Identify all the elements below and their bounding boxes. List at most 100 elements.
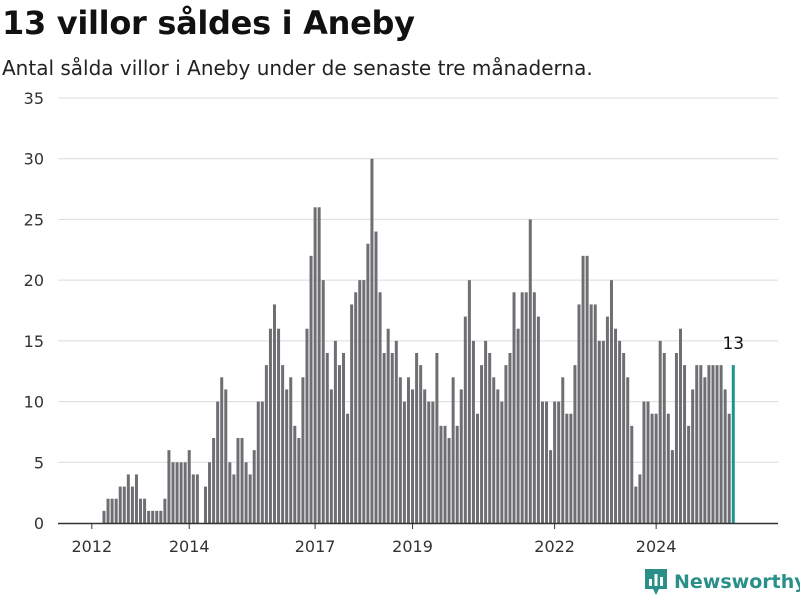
bar: [122, 486, 126, 523]
newsworthy-logo-icon: [645, 569, 667, 595]
bar: [674, 353, 678, 523]
bar: [419, 365, 423, 523]
bar: [536, 316, 540, 523]
y-tick-label: 20: [24, 271, 44, 290]
bar: [260, 401, 264, 523]
bar: [325, 353, 329, 523]
bar: [476, 413, 479, 523]
bar: [390, 353, 394, 523]
bar: [358, 280, 362, 523]
bar: [524, 292, 528, 523]
bar: [484, 340, 488, 523]
bar: [508, 353, 512, 523]
bars: [102, 158, 735, 524]
x-tick-label: 2014: [169, 537, 210, 556]
bar: [622, 353, 626, 523]
bar: [134, 474, 138, 523]
bar: [691, 389, 695, 523]
bar: [662, 353, 666, 523]
bar: [415, 353, 419, 523]
chart-subtitle: Antal sålda villor i Aneby under de sena…: [2, 56, 593, 80]
bar: [492, 377, 496, 523]
bar: [512, 292, 516, 523]
bar: [342, 353, 346, 523]
bar: [545, 401, 549, 523]
bar: [208, 462, 212, 523]
bar: [585, 255, 589, 523]
bar: [256, 401, 260, 523]
bar: [467, 280, 471, 523]
bar: [236, 438, 240, 523]
bar: [329, 389, 333, 523]
bar: [309, 255, 313, 523]
bar: [264, 365, 268, 523]
bar: [244, 462, 248, 523]
bar: [455, 425, 459, 523]
bar: [666, 413, 670, 523]
bar: [370, 158, 374, 523]
bar: [609, 280, 613, 523]
bar: [106, 498, 110, 523]
x-tick-label: 2012: [71, 537, 112, 556]
bar: [614, 328, 618, 523]
bar: [634, 486, 638, 523]
bar: [143, 498, 147, 523]
bar: [277, 328, 281, 523]
bar: [650, 413, 654, 523]
bar: [549, 450, 553, 523]
highlighted-bar: [731, 365, 735, 523]
bar: [561, 377, 565, 523]
x-tick-label: 2017: [295, 537, 336, 556]
bar: [346, 413, 350, 523]
bar: [313, 207, 317, 524]
y-tick-label: 0: [34, 514, 44, 533]
bar: [354, 292, 358, 523]
bar: [463, 316, 467, 523]
bar: [139, 498, 143, 523]
bar: [496, 389, 500, 523]
y-tick-label: 30: [24, 150, 44, 169]
bar: [642, 401, 646, 523]
bar: [398, 377, 402, 523]
bar: [593, 304, 597, 523]
bar: [102, 510, 106, 523]
newsworthy-logo: Newsworthy: [644, 568, 800, 596]
bar: [719, 365, 723, 523]
bar: [589, 304, 593, 523]
bar: [695, 365, 699, 523]
bar: [187, 450, 191, 523]
y-tick-label: 15: [24, 332, 44, 351]
bar: [305, 328, 309, 523]
bar: [601, 340, 605, 523]
bar: [683, 365, 687, 523]
bar: [573, 365, 577, 523]
y-tick-label: 5: [34, 453, 44, 472]
bar: [431, 401, 435, 523]
bar: [605, 316, 609, 523]
bar: [175, 462, 179, 523]
x-tick-label: 2019: [392, 537, 433, 556]
bar: [378, 292, 382, 523]
bar: [427, 401, 431, 523]
bar: [480, 365, 484, 523]
bar: [224, 389, 228, 523]
bar: [191, 474, 195, 523]
bar: [268, 328, 272, 523]
bar: [723, 389, 727, 523]
bar: [687, 425, 691, 523]
bar: [203, 486, 207, 523]
bar: [240, 438, 244, 523]
bar: [382, 353, 386, 523]
bar: [232, 474, 236, 523]
bar: [597, 340, 601, 523]
bar: [406, 377, 410, 523]
bar: [679, 328, 682, 523]
bar: [439, 425, 443, 523]
newsworthy-logo-text: Newsworthy: [674, 571, 800, 593]
bar: [654, 413, 658, 523]
bar: [126, 474, 130, 523]
bar: [293, 425, 297, 523]
bar: [565, 413, 569, 523]
bar: [504, 365, 508, 523]
bar: [163, 498, 167, 523]
